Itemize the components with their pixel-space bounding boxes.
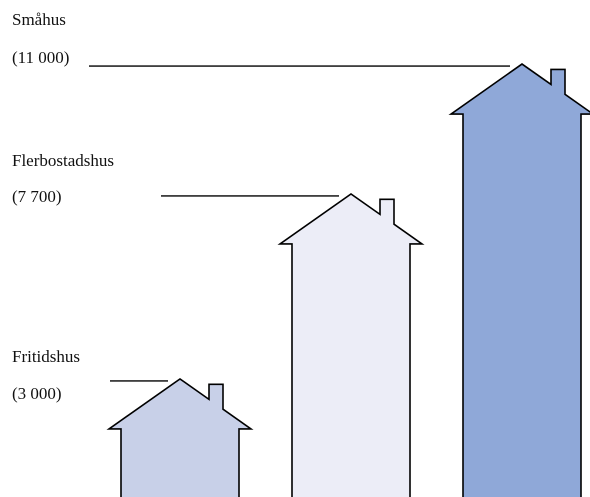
house-bar-fritidshus	[106, 377, 254, 497]
value-label-smahus: (11 000)	[12, 48, 70, 67]
leader-lines-group	[89, 65, 510, 382]
houses-group	[106, 63, 590, 497]
category-label-flerbostadshus: Flerbostadshus	[12, 151, 114, 170]
category-label-smahus: Småhus	[12, 10, 66, 29]
value-label-flerbostadshus: (7 700)	[12, 187, 62, 206]
value-label-fritidshus: (3 000)	[12, 384, 62, 403]
house-bar-smahus	[448, 63, 590, 497]
house-bar-flerbostadshus	[277, 192, 425, 497]
category-label-fritidshus: Fritidshus	[12, 347, 81, 366]
